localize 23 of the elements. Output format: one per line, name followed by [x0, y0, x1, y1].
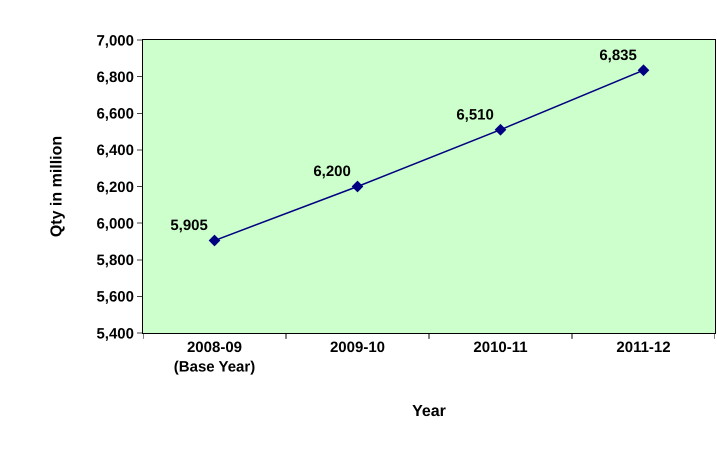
data-label: 6,200 — [313, 163, 351, 180]
y-tick-label: 6,400 — [96, 142, 134, 160]
y-tick-label: 6,800 — [96, 68, 134, 86]
point — [352, 180, 364, 192]
y-tick-label: 5,400 — [96, 325, 134, 342]
x-tick-label: 2008-09 (Base Year) — [174, 339, 256, 376]
y-tick-label: 6,600 — [96, 106, 134, 122]
x-tick-label: 2010-11 — [473, 339, 528, 356]
x-tick-label: 2011-12 — [616, 339, 671, 356]
point — [494, 124, 506, 136]
point — [208, 234, 220, 246]
y-tick-label: 6,200 — [96, 178, 134, 196]
y-axis-title: Qty in million — [48, 136, 66, 238]
data-label: 6,835 — [599, 46, 637, 64]
point — [638, 64, 650, 76]
y-tick-label: 7,000 — [96, 32, 134, 50]
y-tick-label: 5,600 — [96, 288, 134, 306]
data-label: 6,510 — [456, 106, 494, 124]
x-tick-label: 2009-10 — [330, 339, 386, 356]
y-tick-label: 6,000 — [96, 215, 134, 232]
y-tick-label: 5,800 — [96, 252, 134, 269]
x-axis-title: Year — [412, 403, 446, 420]
data-label: 5,905 — [170, 217, 208, 234]
